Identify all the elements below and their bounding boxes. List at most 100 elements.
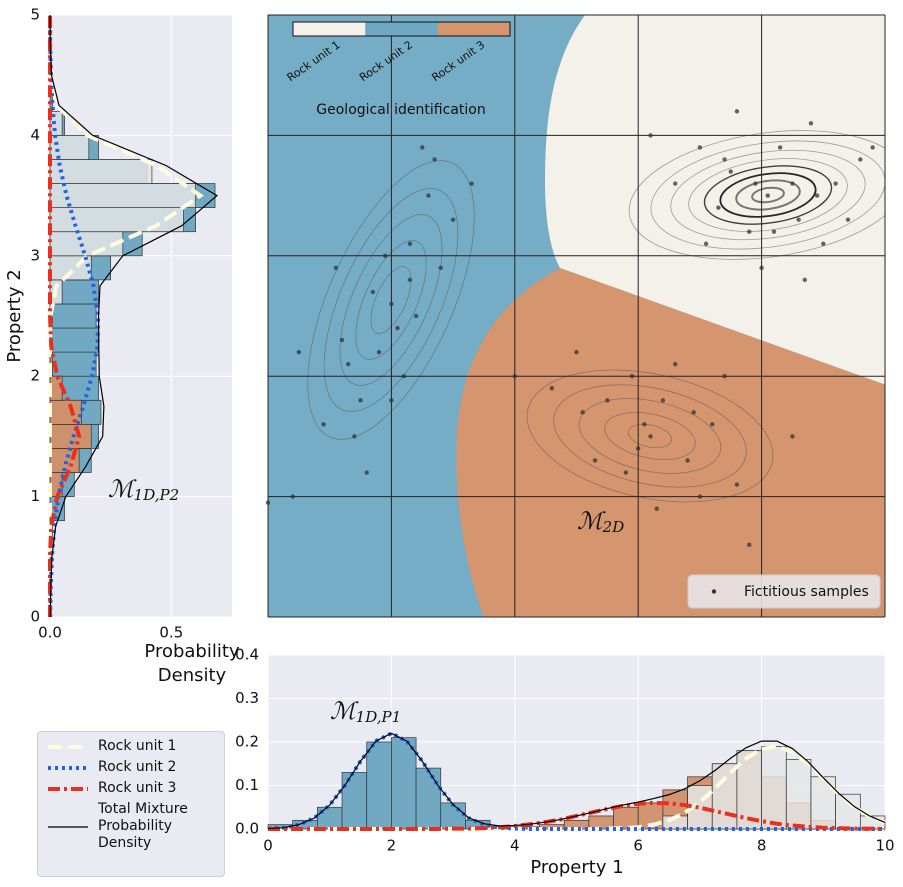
sample-point xyxy=(747,229,752,234)
y-tick-label: 0.3 xyxy=(235,689,259,707)
sample-point xyxy=(623,470,629,475)
y-tick-label: 0.4 xyxy=(235,646,259,664)
y-tick-label: 0 xyxy=(30,608,40,626)
colorbar-segment xyxy=(437,22,510,36)
legend-swatch xyxy=(48,825,88,828)
colorbar-title: Geological identification xyxy=(316,102,485,118)
histogram-bar xyxy=(440,802,466,830)
x-tick-label: 8 xyxy=(757,837,767,855)
sample-point xyxy=(580,410,585,415)
annotation-symbol: ℳ xyxy=(577,507,606,535)
histogram-bar xyxy=(49,424,92,449)
histogram-bar xyxy=(49,183,196,208)
sample-point xyxy=(648,434,653,439)
legend-entry: Rock unit 2 xyxy=(46,759,216,776)
legend-entry: Rock unit 1 xyxy=(46,738,216,755)
y-tick-label: 4 xyxy=(30,126,40,144)
sample-point xyxy=(321,422,326,427)
x-tick-label: 0.0 xyxy=(38,624,62,642)
histogram-bar xyxy=(49,159,153,184)
sample-point xyxy=(383,253,388,258)
density-curve xyxy=(267,731,885,831)
y-tick-label: 1 xyxy=(30,487,40,505)
sample-point xyxy=(710,422,715,427)
legend-swatch xyxy=(48,786,88,791)
sample-point xyxy=(771,229,777,234)
sample-point xyxy=(432,157,437,162)
sample-point xyxy=(592,458,598,463)
histogram-bar xyxy=(810,776,836,830)
sample-point xyxy=(395,325,400,331)
sample-point xyxy=(654,506,659,511)
sample-point xyxy=(290,494,295,499)
sample-point xyxy=(660,398,666,403)
sample-point xyxy=(389,301,394,307)
annotation: ℳ1D,P2 xyxy=(108,475,179,505)
sample-point xyxy=(777,145,783,150)
sample-point xyxy=(697,494,703,499)
sample-point xyxy=(833,181,838,186)
sample-point xyxy=(512,374,517,379)
sample-point xyxy=(401,374,406,379)
y-tick-label: 0.0 xyxy=(235,820,259,838)
histogram-bar xyxy=(391,737,417,830)
legend-label: Total Mixture Probability Density xyxy=(98,801,188,851)
sample-point xyxy=(339,337,345,343)
x-tick-label: 0 xyxy=(263,837,273,855)
legend-label: Fictitious samples xyxy=(744,584,869,600)
sample-point xyxy=(814,193,820,198)
x-axis-label: Property 1 xyxy=(530,857,623,878)
sample-point xyxy=(747,542,752,547)
sample-point xyxy=(636,446,641,451)
sample-point xyxy=(697,145,703,150)
sample-point xyxy=(802,277,807,283)
y-tick-label: 3 xyxy=(30,246,40,264)
sample-point xyxy=(759,265,764,271)
colorbar-segment xyxy=(293,22,366,36)
density-curve xyxy=(48,15,82,617)
x-tick-label: 10 xyxy=(875,837,894,855)
annotation: ℳ2D xyxy=(577,507,624,537)
sample-point xyxy=(420,145,425,150)
sample-point xyxy=(673,361,678,367)
sample-point xyxy=(358,398,363,403)
sample-point xyxy=(821,241,826,246)
legend-swatch xyxy=(48,765,88,770)
legend-label: Rock unit 3 xyxy=(98,780,177,796)
sample-point xyxy=(648,133,653,138)
legend-box xyxy=(687,574,881,609)
annotation-subscript: 2D xyxy=(602,518,625,536)
y-tick-label: 2 xyxy=(30,367,40,385)
colorbar-frame xyxy=(292,21,511,37)
annotation-symbol: ℳ xyxy=(108,475,137,503)
sample-point xyxy=(364,470,369,475)
annotation-symbol: ℳ xyxy=(330,697,359,725)
histogram-bar xyxy=(415,767,442,830)
sample-point xyxy=(765,193,770,198)
sample-point xyxy=(673,181,678,186)
sample-point xyxy=(549,386,555,391)
density-curve xyxy=(267,732,886,830)
sample-point xyxy=(703,241,709,246)
legend-label: Rock unit 1 xyxy=(98,738,177,754)
sample-point xyxy=(845,217,851,222)
histogram-bar xyxy=(366,741,392,830)
sample-point xyxy=(716,205,721,210)
histogram-bar xyxy=(49,135,90,160)
sample-point xyxy=(858,157,863,162)
sample-point xyxy=(469,181,474,186)
sample-point xyxy=(450,217,456,222)
legend: Rock unit 1 Rock unit 2 Rock unit 3 Total M… xyxy=(37,731,225,877)
sample-point xyxy=(728,169,733,174)
sample-point xyxy=(790,434,795,439)
annotation-subscript: 1D,P2 xyxy=(134,486,179,504)
histogram-bar xyxy=(341,772,368,830)
legend-swatch xyxy=(48,744,88,749)
density-curve xyxy=(49,14,218,618)
sample-point xyxy=(722,374,727,379)
y-tick-label: 0.2 xyxy=(235,733,259,751)
sample-point xyxy=(346,361,351,367)
y-tick-label: 0.1 xyxy=(235,776,259,794)
